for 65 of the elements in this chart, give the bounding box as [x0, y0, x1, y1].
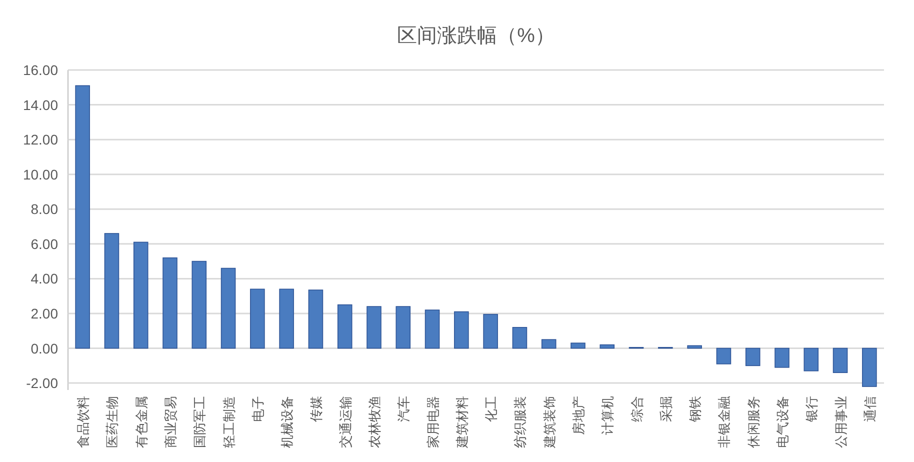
x-tick-label: 通信 [862, 396, 878, 422]
x-tick-label: 家用电器 [425, 396, 440, 448]
x-tick-label: 农林牧渔 [367, 396, 382, 448]
x-tick-label: 计算机 [600, 396, 616, 435]
x-tick-label: 电子 [250, 396, 266, 422]
x-tick-label: 有色金属 [134, 396, 149, 448]
bar [162, 257, 178, 349]
bar [424, 310, 440, 349]
x-tick-label: 综合 [629, 396, 644, 422]
x-tick-label: 交通运输 [338, 396, 353, 448]
bar [250, 288, 265, 349]
y-tick-label: 14.00 [22, 96, 58, 113]
bar [745, 348, 760, 366]
y-tick-label: 10.00 [22, 166, 58, 182]
x-tick-label: 国防军工 [192, 396, 208, 448]
bar [133, 242, 148, 349]
x-tick-label: 建筑装饰 [542, 396, 557, 449]
bar [862, 348, 877, 387]
x-tick-label: 医药生物 [104, 396, 120, 448]
x-tick-label: 房地产 [571, 396, 586, 435]
x-tick-label: 电气设备 [775, 396, 790, 448]
x-tick-label: 纺织服装 [512, 396, 528, 448]
y-tick-label: 4.00 [30, 270, 58, 287]
bar [804, 348, 819, 372]
y-tick-label: 12.00 [22, 132, 58, 148]
bar [279, 288, 294, 349]
bar [308, 290, 324, 349]
bar [220, 268, 236, 349]
x-tick-label: 银行 [804, 396, 820, 423]
bar [337, 304, 352, 349]
x-tick-label: 公用事业 [833, 396, 848, 448]
x-tick-label: 机械设备 [280, 396, 295, 448]
x-tick-label: 钢铁 [688, 396, 703, 423]
y-tick-label: 16.00 [22, 62, 58, 78]
bar [512, 326, 528, 349]
bar [75, 85, 90, 349]
y-tick-label: 0.00 [30, 340, 58, 356]
bar [192, 260, 207, 349]
x-tick-label: 建筑材料 [454, 396, 470, 449]
bar [774, 348, 790, 368]
chart-title: 区间涨跌幅（%） [397, 25, 555, 47]
y-tick-label: 6.00 [30, 236, 58, 252]
x-tick-label: 化工 [484, 396, 499, 422]
x-tick-label: 休闲服务 [746, 396, 761, 448]
bar [687, 345, 702, 349]
x-tick-label: 食品饮料 [76, 396, 91, 448]
bar [570, 342, 586, 349]
y-tick-label: -2.00 [26, 375, 58, 392]
x-tick-label: 传媒 [308, 396, 324, 422]
bar [541, 339, 556, 349]
x-tick-label: 采掘 [658, 396, 674, 422]
x-tick-label: 汽车 [396, 396, 412, 422]
bar [483, 314, 498, 349]
x-tick-label: 商业贸易 [163, 396, 178, 448]
bar [104, 233, 120, 349]
bar [366, 306, 382, 349]
bar [832, 348, 848, 374]
bar [454, 311, 469, 349]
bar [600, 344, 615, 349]
x-tick-label: 轻工制造 [221, 396, 236, 448]
y-tick-label: 2.00 [30, 305, 58, 322]
x-tick-label: 非银金融 [716, 396, 732, 448]
bar [716, 348, 732, 364]
bar [396, 306, 411, 349]
y-tick-label: 8.00 [30, 201, 58, 218]
